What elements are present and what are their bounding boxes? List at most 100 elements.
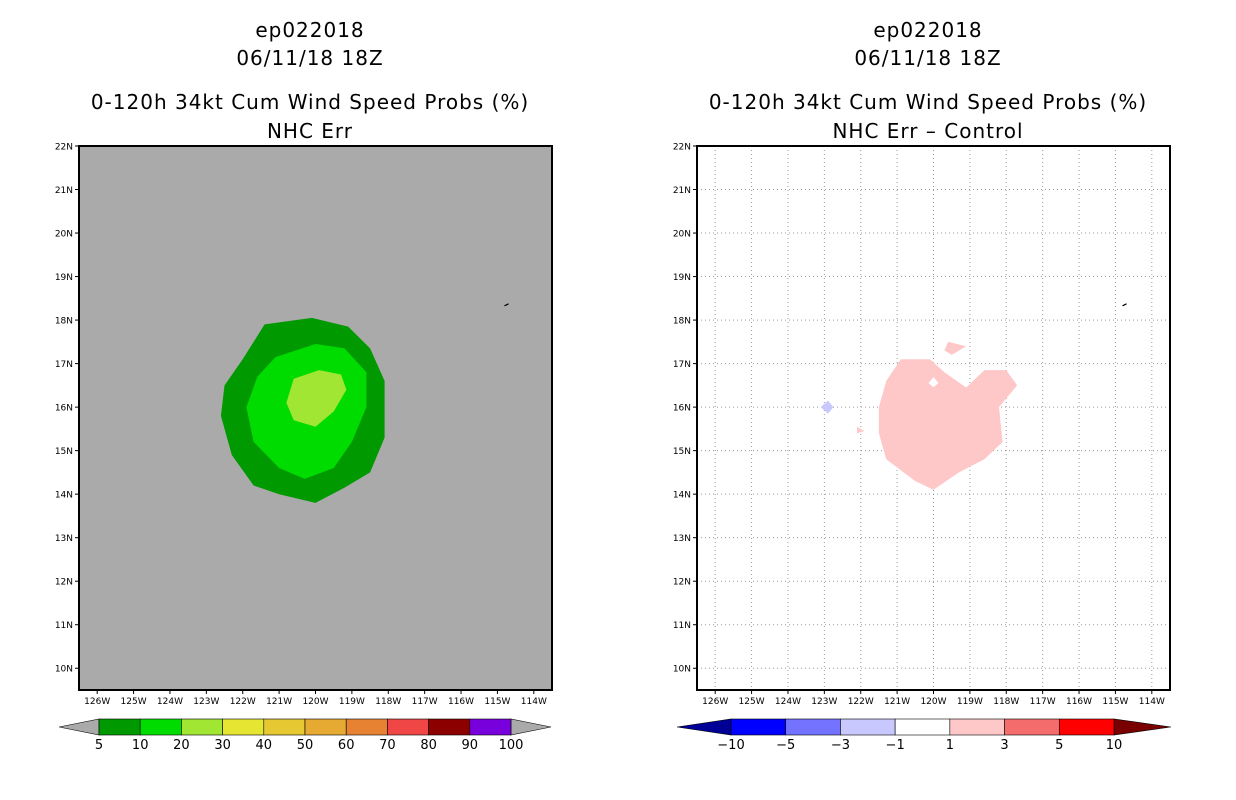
y-tick-label: 22N xyxy=(673,143,691,153)
colorbar-swatch xyxy=(949,718,1005,736)
x-tick-label: 117W xyxy=(412,697,438,707)
island-mark xyxy=(1122,303,1127,307)
right-storm-id: ep022018 xyxy=(873,18,983,42)
x-tick-label: 117W xyxy=(1030,697,1056,707)
y-tick-label: 12N xyxy=(673,578,691,588)
x-tick-label: 122W xyxy=(230,697,256,707)
x-tick-label: 124W xyxy=(775,697,801,707)
colorbar-label: 3 xyxy=(1000,738,1008,753)
x-tick-label: 118W xyxy=(375,697,401,707)
y-tick-label: 12N xyxy=(55,578,73,588)
x-tick-label: 114W xyxy=(521,697,547,707)
y-tick-label: 16N xyxy=(55,404,73,414)
left-plot-subtitle: NHC Err xyxy=(266,119,354,143)
y-tick-label: 14N xyxy=(55,491,73,501)
x-tick-label: 120W xyxy=(302,697,328,707)
colorbar-swatch xyxy=(304,718,347,736)
island-mark xyxy=(504,303,509,307)
colorbar-swatch xyxy=(263,718,306,736)
y-tick-label: 20N xyxy=(673,230,691,240)
contour-level-neg1 xyxy=(820,400,834,414)
x-tick-label: 125W xyxy=(121,697,147,707)
y-tick-label: 18N xyxy=(673,317,691,327)
colorbar-swatch xyxy=(222,718,265,736)
x-tick-label: 126W xyxy=(702,697,728,707)
y-tick-label: 10N xyxy=(55,665,73,675)
y-tick-label: 14N xyxy=(673,491,691,501)
left-probability-map: 10N 11N 12N 13N 14N 15N 16N 17N 18N 19N 20N 21N 22N 1… xyxy=(55,143,553,707)
colorbar-label: 40 xyxy=(256,738,273,753)
colorbar-label: 5 xyxy=(1055,738,1063,753)
colorbar-swatch xyxy=(387,718,429,736)
x-tick-label: 120W xyxy=(920,697,946,707)
colorbar-label: −10 xyxy=(717,738,744,753)
x-tick-label: 116W xyxy=(1066,697,1092,707)
contour-level-20 xyxy=(286,370,347,427)
colorbar-label: 1 xyxy=(946,738,954,753)
colorbar-label: 50 xyxy=(297,738,314,753)
x-tick-label: 121W xyxy=(884,697,910,707)
right-difference-map: 10N 11N 12N 13N 14N 15N 16N 17N 18N 19N 20N 21N 22N 1… xyxy=(673,143,1171,707)
colorbar-swatch xyxy=(1004,718,1060,736)
colorbar-swatch xyxy=(345,718,388,736)
x-tick-label: 115W xyxy=(1102,697,1128,707)
y-tick-label: 17N xyxy=(673,360,691,370)
colorbar-lower-extension xyxy=(676,718,732,736)
x-tick-label: 118W xyxy=(993,697,1019,707)
colorbar-upper-extension xyxy=(510,718,552,736)
colorbar-swatch xyxy=(785,718,841,736)
colorbar-label: 30 xyxy=(214,738,231,753)
colorbar-label: 10 xyxy=(1106,738,1123,753)
x-tick-label: 126W xyxy=(84,697,110,707)
x-tick-label: 124W xyxy=(157,697,183,707)
colorbar-label: 20 xyxy=(173,738,190,753)
y-tick-label: 19N xyxy=(55,273,73,283)
right-colorbar: −10 −5 −3 −1 1 3 5 10 xyxy=(676,718,1172,753)
colorbar-label: 90 xyxy=(462,738,479,753)
x-tick-label: 123W xyxy=(811,697,837,707)
y-tick-label: 21N xyxy=(673,186,691,196)
y-tick-label: 19N xyxy=(673,273,691,283)
colorbar-label: 10 xyxy=(132,738,149,753)
left-colorbar: 5 10 20 30 40 50 60 70 80 90 100 xyxy=(58,718,552,753)
colorbar-swatch xyxy=(98,718,141,736)
colorbar-label: −1 xyxy=(886,738,905,753)
colorbar-swatch xyxy=(730,718,787,736)
colorbar-swatch xyxy=(428,718,471,736)
left-storm-id: ep022018 xyxy=(255,18,365,42)
colorbar-label: 80 xyxy=(420,738,437,753)
x-tick-label: 123W xyxy=(193,697,219,707)
colorbar-swatch xyxy=(469,718,512,736)
y-tick-label: 11N xyxy=(673,621,691,631)
colorbar-swatch xyxy=(139,718,182,736)
y-tick-label: 10N xyxy=(673,665,691,675)
y-tick-label: 13N xyxy=(55,534,73,544)
y-tick-label: 17N xyxy=(55,360,73,370)
x-tick-label: 121W xyxy=(266,697,292,707)
x-tick-label: 115W xyxy=(484,697,510,707)
contour-level-1 xyxy=(878,359,1018,490)
x-tick-label: 125W xyxy=(739,697,765,707)
colorbar-lower-extension xyxy=(58,718,100,736)
y-tick-label: 15N xyxy=(673,447,691,457)
y-tick-label: 13N xyxy=(673,534,691,544)
right-plot-subtitle: NHC Err – Control xyxy=(832,119,1024,143)
colorbar-swatch xyxy=(181,718,223,736)
left-datetime: 06/11/18 18Z xyxy=(236,46,384,70)
y-tick-label: 22N xyxy=(55,143,73,153)
colorbar-label: −3 xyxy=(831,738,850,753)
x-tick-label: 114W xyxy=(1139,697,1165,707)
x-tick-label: 119W xyxy=(339,697,365,707)
x-tick-label: 122W xyxy=(848,697,874,707)
colorbar-swatch xyxy=(1058,718,1115,736)
y-tick-label: 20N xyxy=(55,230,73,240)
right-datetime: 06/11/18 18Z xyxy=(854,46,1002,70)
colorbar-label: 60 xyxy=(338,738,355,753)
y-tick-label: 16N xyxy=(673,404,691,414)
contour-level-1 xyxy=(857,426,865,434)
colorbar-swatch xyxy=(894,718,951,736)
right-plot-title: 0-120h 34kt Cum Wind Speed Probs (%) xyxy=(708,90,1148,114)
colorbar-label: 5 xyxy=(95,738,103,753)
colorbar-upper-extension xyxy=(1113,718,1172,736)
colorbar-label: 100 xyxy=(499,738,524,753)
